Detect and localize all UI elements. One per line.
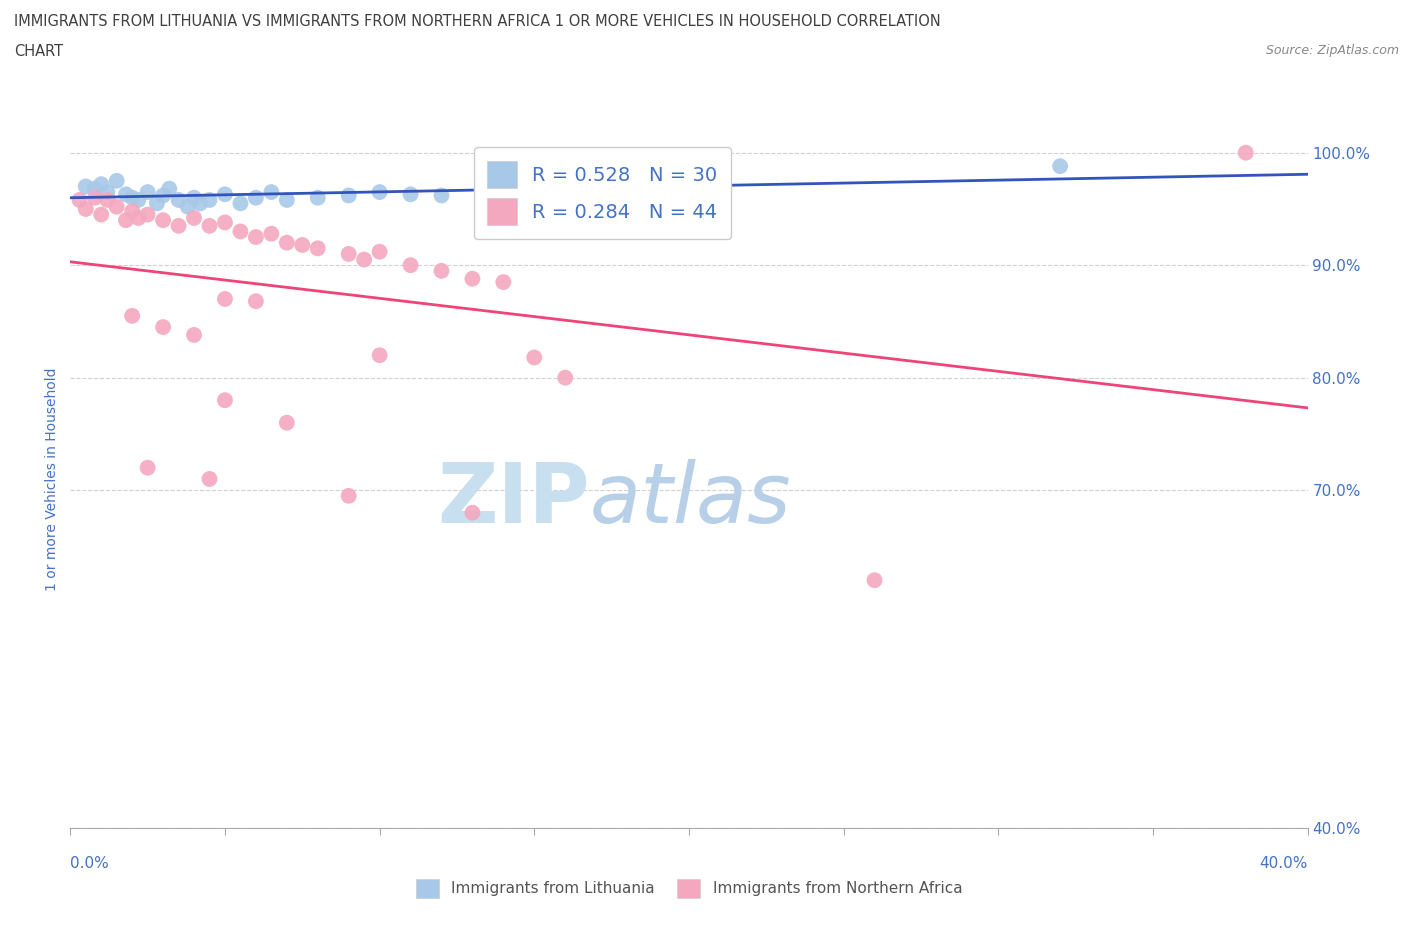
Point [245,191,267,206]
Point [276,416,298,431]
Point [492,274,515,289]
Text: atlas: atlas [591,459,792,540]
Point [198,472,221,486]
Point [461,272,484,286]
Point [245,294,267,309]
Point [554,370,576,385]
Point [75,179,97,193]
Point [167,193,190,207]
Point [105,199,128,214]
Point [115,187,138,202]
Point [96,193,118,207]
Point [177,199,200,214]
Point [152,320,174,335]
Point [84,191,107,206]
Point [136,185,159,200]
Point [1234,145,1257,160]
Point [121,204,143,219]
Point [337,188,360,203]
Point [121,309,143,324]
Point [291,237,314,252]
Point [523,350,546,365]
Point [368,185,391,200]
Legend: R = 0.528   N = 30, R = 0.284   N = 44: R = 0.528 N = 30, R = 0.284 N = 44 [474,147,731,239]
Point [96,185,118,200]
Point [245,230,267,245]
Point [307,241,329,256]
Point [146,196,169,211]
Point [461,505,484,520]
Point [337,246,360,261]
Text: CHART: CHART [14,44,63,59]
Point [188,196,211,211]
Point [84,181,107,196]
Point [136,207,159,222]
Point [1049,159,1071,174]
Legend: Immigrants from Lithuania, Immigrants from Northern Africa: Immigrants from Lithuania, Immigrants fr… [409,873,969,904]
Point [105,173,128,188]
Point [307,191,329,206]
Point [127,193,149,207]
Point [152,213,174,228]
Point [152,188,174,203]
Point [260,185,283,200]
Y-axis label: 1 or more Vehicles in Household: 1 or more Vehicles in Household [45,367,59,591]
Point [75,202,97,217]
Point [229,224,252,239]
Point [399,187,422,202]
Point [183,191,205,206]
Point [198,193,221,207]
Point [167,219,190,233]
Point [554,185,576,200]
Point [115,213,138,228]
Text: 40.0%: 40.0% [1260,856,1308,870]
Point [229,196,252,211]
Point [863,573,886,588]
Point [260,226,283,241]
Point [368,245,391,259]
Point [214,291,236,306]
Point [214,187,236,202]
Point [121,191,143,206]
Point [198,219,221,233]
Text: 0.0%: 0.0% [70,856,110,870]
Point [276,193,298,207]
Point [492,185,515,200]
Point [430,188,453,203]
Point [90,177,112,192]
Point [214,392,236,407]
Point [183,210,205,225]
Point [136,460,159,475]
Point [214,215,236,230]
Text: IMMIGRANTS FROM LITHUANIA VS IMMIGRANTS FROM NORTHERN AFRICA 1 OR MORE VEHICLES : IMMIGRANTS FROM LITHUANIA VS IMMIGRANTS … [14,14,941,29]
Point [337,488,360,503]
Text: ZIP: ZIP [437,459,591,540]
Text: Source: ZipAtlas.com: Source: ZipAtlas.com [1265,44,1399,57]
Point [183,327,205,342]
Point [90,207,112,222]
Point [399,258,422,272]
Point [368,348,391,363]
Point [353,252,375,267]
Point [69,193,91,207]
Point [157,181,180,196]
Point [127,210,149,225]
Point [276,235,298,250]
Point [430,263,453,278]
